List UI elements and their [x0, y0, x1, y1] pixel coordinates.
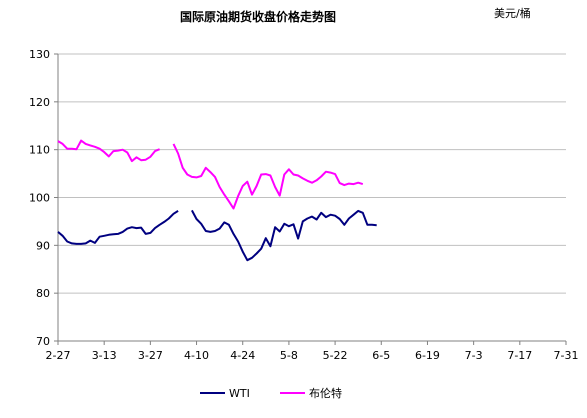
x-tick-label: 7-17	[507, 349, 532, 362]
x-tick-label: 5-22	[323, 349, 348, 362]
x-tick-label: 7-31	[554, 349, 579, 362]
legend: WTI 布伦特	[200, 386, 342, 400]
legend-label-brent: 布伦特	[309, 386, 342, 400]
x-tick-label: 3-27	[138, 349, 163, 362]
x-tick-label: 7-3	[465, 349, 483, 362]
y-tick-label: 120	[29, 96, 50, 109]
x-tick-label: 2-27	[46, 349, 71, 362]
axes: 70 80 90 100 110 120 130 2-27 3-13 3-27 4-10 4-24 5-…	[29, 48, 578, 362]
y-tick-label: 70	[36, 335, 50, 348]
y-tick-label: 90	[36, 239, 50, 252]
series-lines	[57, 139, 377, 262]
x-tick-label: 3-13	[92, 349, 117, 362]
x-tick-label: 6-5	[372, 349, 390, 362]
series-line-wti	[191, 209, 377, 262]
series-line-brent	[57, 139, 160, 163]
x-tick-label: 5-8	[280, 349, 298, 362]
y-tick-label: 80	[36, 287, 50, 300]
legend-label-wti: WTI	[229, 387, 250, 400]
unit-label: 美元/桶	[494, 6, 531, 20]
x-tick-label: 4-24	[230, 349, 255, 362]
x-tick-label: 6-19	[415, 349, 440, 362]
series-line-wti	[57, 210, 179, 245]
y-tick-label: 110	[29, 144, 50, 157]
y-tick-label: 130	[29, 48, 50, 61]
series-line-brent	[172, 143, 364, 210]
x-tick-label: 4-10	[184, 349, 209, 362]
grid-lines	[58, 53, 566, 294]
y-tick-label: 100	[29, 192, 50, 205]
chart-title: 国际原油期货收盘价格走势图	[180, 9, 336, 24]
